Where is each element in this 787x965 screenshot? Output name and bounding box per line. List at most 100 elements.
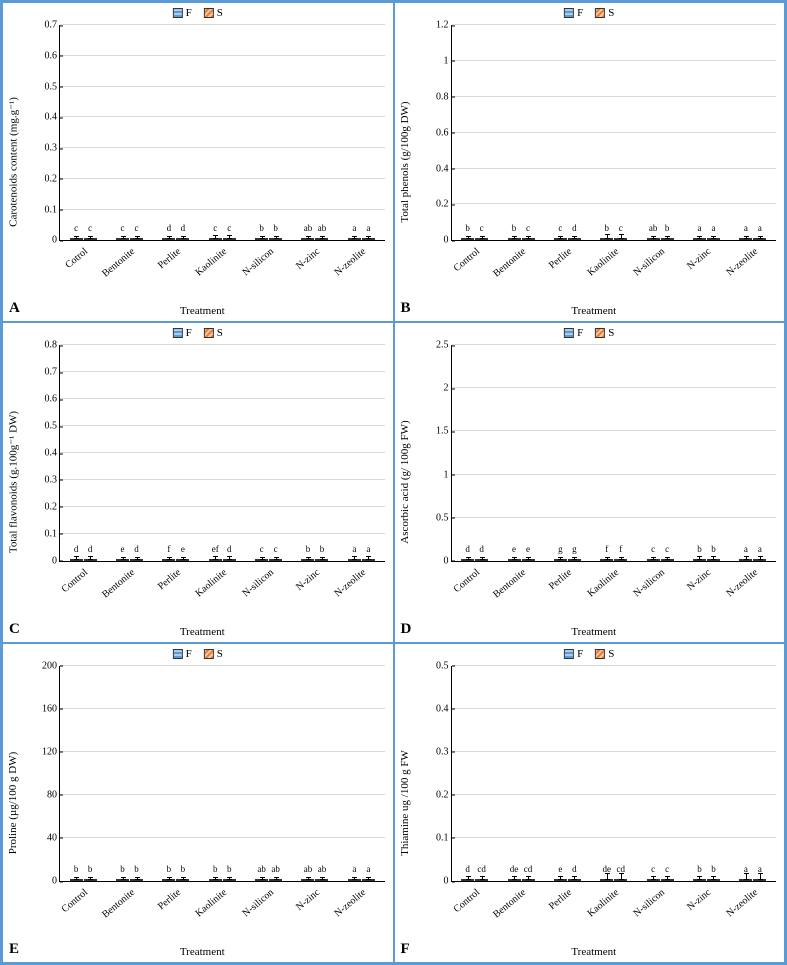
legend-item-F: F bbox=[564, 7, 583, 19]
bar-group: abbN-silicon bbox=[637, 238, 683, 240]
x-tick: N-silicon bbox=[240, 246, 276, 278]
x-tick: N-silicon bbox=[632, 246, 668, 278]
panel-F: FFSThiamine ug /100 g FWTreatment00.10.2… bbox=[394, 643, 786, 963]
y-tick: 0.6 bbox=[436, 127, 452, 138]
bar-F: ab bbox=[647, 238, 660, 240]
bar-F: f bbox=[600, 559, 613, 561]
x-tick: N-zinc bbox=[294, 567, 322, 593]
y-tick: 1 bbox=[444, 55, 452, 66]
significance-label: e bbox=[121, 544, 125, 554]
bar-group: ccN-silicon bbox=[637, 879, 683, 881]
bar-S: a bbox=[707, 238, 720, 240]
error-bar bbox=[308, 557, 309, 560]
error-bar bbox=[560, 236, 561, 240]
bar-S: a bbox=[362, 879, 375, 881]
legend-item-S: S bbox=[204, 7, 223, 19]
bar-group: ababN-zinc bbox=[292, 879, 338, 881]
error-bar bbox=[574, 236, 575, 240]
error-bar bbox=[482, 876, 483, 880]
bar-S: a bbox=[362, 559, 375, 561]
error-bar bbox=[137, 557, 138, 560]
significance-label: ab bbox=[271, 864, 280, 874]
error-bar bbox=[123, 557, 124, 560]
y-tick: 80 bbox=[47, 789, 60, 800]
x-tick: Cotrol bbox=[64, 246, 91, 271]
significance-label: c bbox=[74, 223, 78, 233]
bar-S: ab bbox=[315, 879, 328, 881]
significance-label: de bbox=[510, 864, 519, 874]
bar-S: e bbox=[522, 559, 535, 561]
panel-letter: C bbox=[9, 621, 20, 638]
bar-group: ddPerlite bbox=[153, 238, 199, 240]
bar-F: b bbox=[600, 238, 613, 240]
legend: FS bbox=[173, 7, 223, 19]
significance-label: b bbox=[697, 544, 702, 554]
x-tick: Perlite bbox=[547, 887, 574, 912]
error-bar bbox=[482, 236, 483, 240]
y-tick: 120 bbox=[42, 746, 60, 757]
significance-label: c bbox=[665, 544, 669, 554]
swatch-S bbox=[595, 328, 605, 338]
bar-group: bbControl bbox=[60, 879, 106, 881]
significance-label: d bbox=[227, 544, 232, 554]
significance-label: d bbox=[572, 223, 577, 233]
legend-label-S: S bbox=[217, 7, 223, 19]
error-bar bbox=[482, 557, 483, 560]
x-tick: N-zinc bbox=[686, 246, 714, 272]
significance-label: a bbox=[366, 223, 370, 233]
significance-label: d bbox=[465, 864, 470, 874]
significance-label: ab bbox=[318, 223, 327, 233]
error-bar bbox=[322, 877, 323, 880]
y-tick: 0.1 bbox=[436, 832, 452, 843]
error-bar bbox=[183, 557, 184, 560]
y-axis-label: Thiamine ug /100 g FW bbox=[399, 750, 411, 856]
significance-label: e bbox=[526, 544, 530, 554]
significance-label: a bbox=[744, 864, 748, 874]
significance-label: e bbox=[558, 864, 562, 874]
bar-S: a bbox=[753, 238, 766, 240]
significance-label: cd bbox=[524, 864, 533, 874]
panel-A: AFSCarotenoids content (mg.g⁻¹)Treatment… bbox=[2, 2, 394, 322]
x-tick: N-silicon bbox=[240, 887, 276, 919]
legend-label-S: S bbox=[217, 648, 223, 660]
error-bar bbox=[368, 236, 369, 239]
x-tick: Kaolinite bbox=[585, 887, 621, 919]
x-tick: Perlite bbox=[156, 246, 183, 271]
bar-F: b bbox=[693, 879, 706, 881]
legend-label-F: F bbox=[186, 7, 192, 19]
bar-F: d bbox=[162, 238, 175, 240]
significance-label: e bbox=[181, 544, 185, 554]
y-tick: 200 bbox=[42, 660, 60, 671]
significance-label: c bbox=[121, 223, 125, 233]
x-tick: Kaolinite bbox=[194, 887, 230, 919]
y-tick: 0.4 bbox=[436, 163, 452, 174]
error-bar bbox=[308, 877, 309, 880]
significance-label: d bbox=[134, 544, 139, 554]
bar-group: ccBentonite bbox=[106, 238, 152, 240]
significance-label: b bbox=[134, 864, 139, 874]
legend-label-S: S bbox=[608, 327, 614, 339]
x-tick: Bentonite bbox=[491, 887, 528, 920]
bar-F: ab bbox=[301, 238, 314, 240]
error-bar bbox=[514, 557, 515, 560]
bar-F: b bbox=[209, 879, 222, 881]
x-tick: Kaolinite bbox=[585, 246, 621, 278]
error-bar bbox=[574, 876, 575, 880]
bar-group: aaN-zeolite bbox=[730, 879, 776, 881]
legend-item-F: F bbox=[173, 648, 192, 660]
bar-S: d bbox=[568, 238, 581, 240]
error-bar bbox=[699, 876, 700, 880]
swatch-F bbox=[564, 328, 574, 338]
bar-group: bbN-zinc bbox=[292, 559, 338, 561]
bar-S: g bbox=[568, 559, 581, 561]
panel-letter: D bbox=[401, 621, 412, 638]
bar-F: b bbox=[508, 238, 521, 240]
legend-label-F: F bbox=[577, 327, 583, 339]
significance-label: d bbox=[181, 223, 186, 233]
y-tick: 160 bbox=[42, 703, 60, 714]
error-bar bbox=[123, 236, 124, 239]
bar-group: ccN-silicon bbox=[637, 559, 683, 561]
significance-label: a bbox=[352, 544, 356, 554]
bar-S: b bbox=[315, 559, 328, 561]
error-bar bbox=[653, 876, 654, 880]
